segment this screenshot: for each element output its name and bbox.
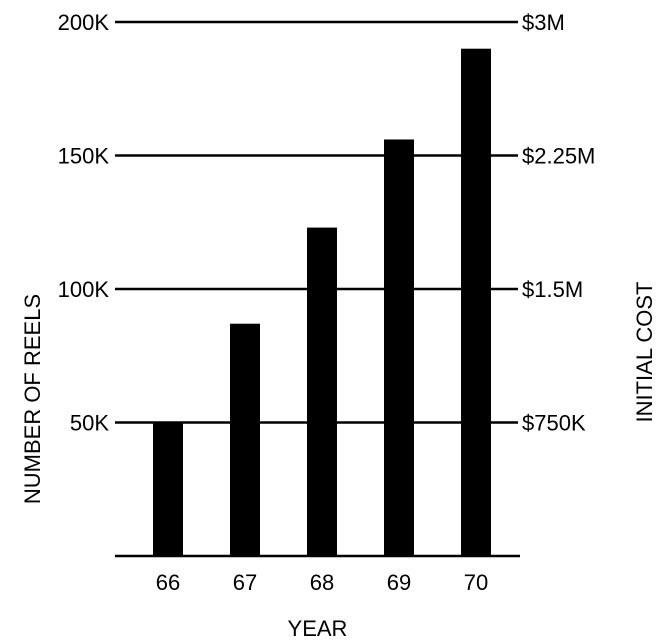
right-tick-label: $750K	[522, 411, 586, 436]
left-tick-label: 150K	[58, 144, 110, 169]
bar	[307, 227, 337, 556]
right-y-axis-title: INITIAL COST	[632, 282, 657, 423]
bar	[384, 139, 414, 557]
left-tick-label: 100K	[58, 277, 110, 302]
left-tick-label: 200K	[58, 10, 110, 35]
x-tick-label: 69	[387, 570, 411, 595]
x-tick-label: 66	[156, 570, 180, 595]
x-axis-title: YEAR	[288, 616, 348, 641]
axis-titles: YEAR NUMBER OF REELS INITIAL COST	[20, 282, 657, 641]
x-tick-label: 70	[464, 570, 488, 595]
x-tick-label: 68	[310, 570, 334, 595]
bars	[153, 48, 491, 557]
right-tick-label: $2.25M	[522, 144, 595, 169]
right-tick-label: $3M	[522, 10, 565, 35]
x-tick-label: 67	[233, 570, 257, 595]
left-tick-label: 50K	[70, 411, 109, 436]
bar	[230, 323, 260, 556]
tick-labels: 50K 100K 150K 200K $750K $1.5M $2.25M $3M 66 67 68…	[58, 10, 596, 595]
left-y-axis-title: NUMBER OF REELS	[20, 294, 45, 504]
bar	[153, 422, 183, 556]
bar	[461, 48, 491, 556]
right-tick-label: $1.5M	[522, 277, 583, 302]
